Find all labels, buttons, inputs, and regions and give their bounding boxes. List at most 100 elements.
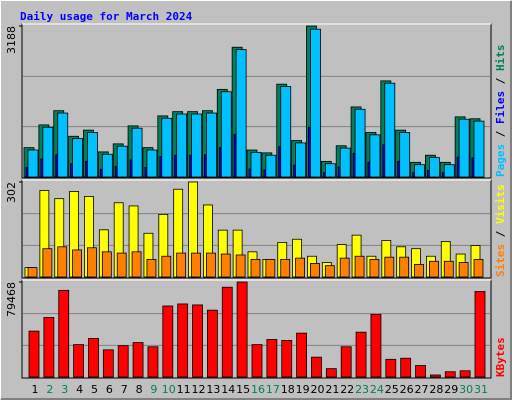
legend-entry: KBytes bbox=[494, 337, 507, 377]
bar bbox=[265, 154, 277, 178]
bar bbox=[339, 147, 351, 178]
x-tick-label: 12 bbox=[192, 383, 206, 396]
legend-entry: Visits bbox=[494, 184, 507, 224]
legend: KBytes bbox=[494, 337, 507, 377]
bar bbox=[311, 356, 322, 378]
bar bbox=[132, 342, 144, 378]
bar bbox=[339, 257, 350, 278]
x-tick-label: 16 bbox=[251, 383, 265, 396]
x-tick-label: 28 bbox=[429, 383, 443, 396]
bar bbox=[191, 113, 202, 178]
bar bbox=[415, 365, 426, 378]
bar bbox=[458, 118, 470, 178]
bar bbox=[72, 249, 82, 278]
bar bbox=[221, 286, 233, 378]
bar bbox=[369, 134, 381, 178]
bar bbox=[473, 258, 484, 278]
bar bbox=[354, 255, 365, 278]
bar bbox=[176, 113, 188, 178]
bar bbox=[220, 91, 232, 178]
bar bbox=[251, 344, 263, 378]
bar bbox=[57, 246, 68, 278]
bar bbox=[310, 263, 320, 278]
bar bbox=[236, 281, 248, 378]
x-tick-label: 29 bbox=[444, 383, 458, 396]
x-tick-label: 21 bbox=[325, 383, 339, 396]
x-tick-label: 17 bbox=[266, 383, 280, 396]
legend-entry: Pages bbox=[494, 144, 507, 177]
bar bbox=[399, 132, 411, 178]
bar bbox=[117, 345, 129, 378]
chart-title: Daily usage for March 2024 bbox=[20, 10, 193, 23]
bar bbox=[310, 28, 321, 178]
bar bbox=[131, 251, 142, 278]
bar bbox=[161, 255, 172, 278]
bar bbox=[88, 337, 99, 378]
x-tick-label: 2 bbox=[46, 383, 53, 396]
bar bbox=[73, 344, 84, 378]
bar bbox=[235, 49, 247, 178]
bar bbox=[101, 251, 112, 278]
bar bbox=[28, 330, 40, 378]
bar bbox=[340, 346, 352, 378]
bar bbox=[206, 309, 218, 378]
bar bbox=[473, 120, 485, 178]
x-tick-label: 9 bbox=[150, 383, 157, 396]
bar bbox=[146, 149, 158, 178]
x-tick-label: 27 bbox=[415, 383, 429, 396]
bar bbox=[324, 163, 336, 178]
x-tick-label: 5 bbox=[91, 383, 98, 396]
bar bbox=[250, 258, 261, 278]
bar bbox=[27, 149, 39, 178]
bar bbox=[235, 254, 246, 278]
y-tick-label: 3188 bbox=[5, 26, 18, 54]
bar bbox=[42, 126, 54, 178]
bar bbox=[474, 291, 486, 378]
x-tick-label: 8 bbox=[136, 383, 143, 396]
bar bbox=[355, 331, 367, 378]
bar bbox=[281, 340, 293, 378]
x-tick-label: 13 bbox=[206, 383, 220, 396]
bar bbox=[116, 252, 127, 278]
legend: Pages / Files / Hits bbox=[494, 45, 507, 178]
bar bbox=[57, 112, 69, 178]
legend-entry: Sites bbox=[494, 244, 507, 277]
bar bbox=[72, 138, 83, 178]
bar bbox=[369, 258, 380, 278]
bar bbox=[400, 357, 412, 378]
x-tick-label: 7 bbox=[121, 383, 128, 396]
bar bbox=[414, 264, 424, 278]
bar bbox=[162, 305, 174, 378]
bar bbox=[399, 256, 410, 278]
legend-separator: / bbox=[494, 230, 507, 237]
x-tick-label: 6 bbox=[106, 383, 113, 396]
bar bbox=[87, 132, 98, 178]
bar bbox=[295, 257, 306, 278]
bar bbox=[429, 374, 441, 378]
bar bbox=[116, 145, 128, 178]
bar bbox=[324, 265, 335, 278]
x-tick-label: 14 bbox=[221, 383, 235, 396]
bar bbox=[102, 349, 114, 378]
x-tick-label: 26 bbox=[400, 383, 414, 396]
bar bbox=[205, 112, 217, 178]
bar bbox=[296, 332, 308, 378]
legend-separator: / bbox=[494, 130, 507, 137]
legend-entry: Files bbox=[494, 91, 507, 124]
bar bbox=[280, 86, 292, 178]
bar bbox=[205, 252, 216, 278]
bar bbox=[43, 317, 55, 378]
bar bbox=[250, 151, 262, 178]
x-tick-label: 20 bbox=[310, 383, 324, 396]
bar bbox=[370, 313, 382, 378]
x-tick-label: 19 bbox=[296, 383, 310, 396]
x-tick-label: 18 bbox=[281, 383, 295, 396]
bar bbox=[443, 164, 455, 178]
x-tick-label: 31 bbox=[474, 383, 488, 396]
bar bbox=[428, 260, 439, 278]
bar bbox=[459, 370, 471, 378]
bar bbox=[161, 117, 173, 178]
x-tick-label: 10 bbox=[162, 383, 176, 396]
